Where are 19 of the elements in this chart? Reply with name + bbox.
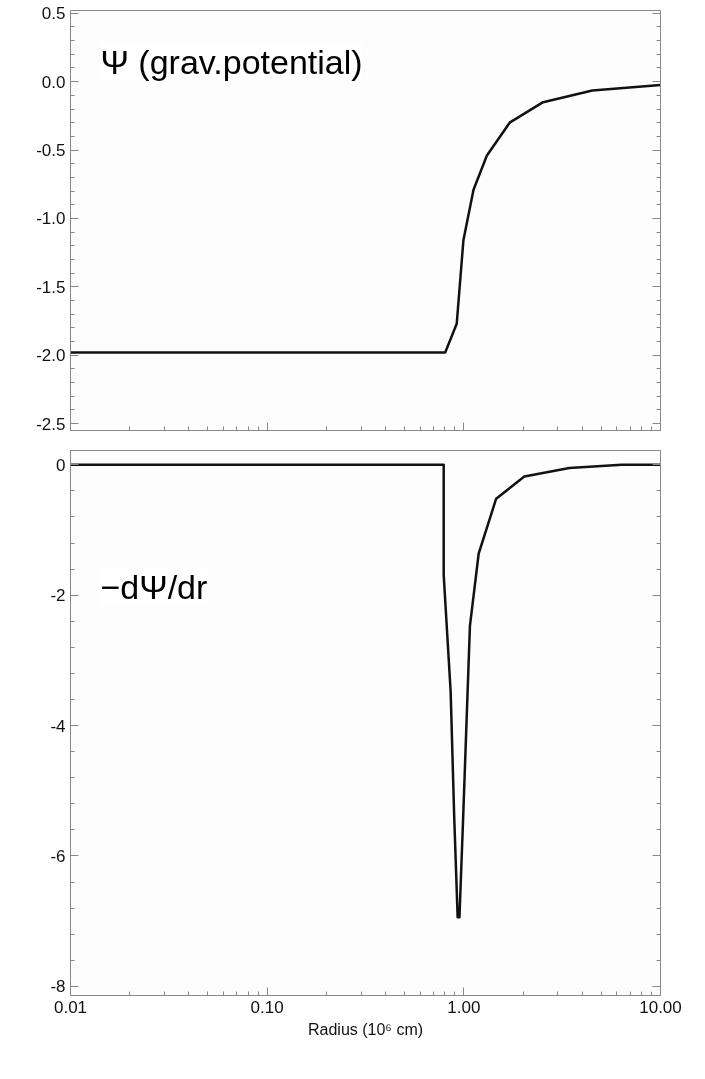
- y-tick-label: 0: [56, 455, 66, 475]
- y-tick-label: 0.0: [41, 72, 66, 92]
- y-tick-label: -2: [50, 586, 66, 606]
- x-tick-label: 1.00: [447, 997, 481, 1017]
- annotation: −dΨ/dr: [100, 567, 208, 606]
- y-tick-label: -1.5: [36, 277, 66, 297]
- y-tick-label: 0.5: [41, 4, 66, 24]
- x-tick-label: 0.01: [53, 997, 88, 1017]
- x-tick-label: 10.00: [639, 997, 682, 1017]
- y-tick-label: -4: [50, 716, 66, 736]
- annotation: Ψ (grav.potential): [100, 42, 363, 81]
- y-tick-label: -6: [50, 846, 66, 866]
- x-axis-title: Radius (10⁶ cm): [307, 1020, 424, 1038]
- x-tick-label: 0.10: [250, 997, 284, 1017]
- y-tick-label: -0.5: [36, 141, 66, 161]
- y-tick-label: -2.5: [36, 414, 66, 434]
- y-tick-label: -1.0: [36, 209, 66, 229]
- y-tick-label: -8: [50, 977, 66, 997]
- y-tick-label: -2.0: [36, 346, 66, 366]
